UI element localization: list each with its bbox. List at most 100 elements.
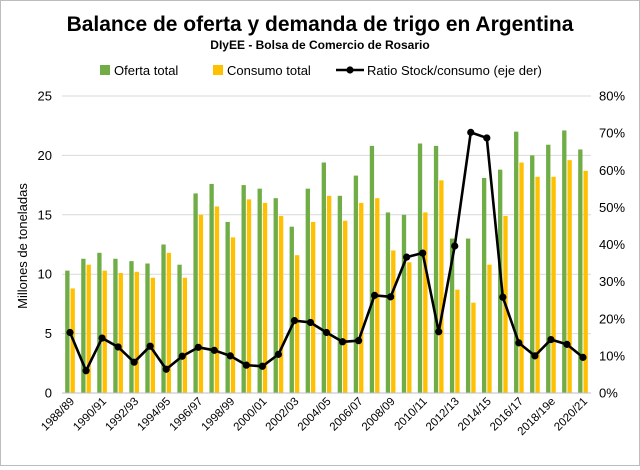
ratio-point [98, 334, 106, 342]
x-tick-label: 2014/15 [456, 396, 494, 434]
bar-consumo [439, 180, 444, 393]
x-tick-label: 1994/95 [135, 396, 173, 434]
y-tick-labels: 0 5 10 15 20 25 [38, 89, 52, 401]
bar-oferta [81, 258, 86, 393]
bar-oferta [321, 162, 326, 393]
legend-swatch-consumo [213, 65, 223, 75]
chart-subtitle: DIyEE - Bolsa de Comercio de Rosario [210, 38, 429, 52]
y2-tick-label: 0% [599, 386, 618, 401]
legend: Oferta total Consumo total Ratio Stock/c… [100, 63, 542, 78]
bar-oferta [145, 263, 150, 393]
bar-consumo [567, 160, 572, 393]
bar-consumo [343, 220, 348, 393]
bar-consumo [455, 289, 460, 393]
ratio-point [419, 249, 427, 257]
x-tick-label: 1998/99 [200, 396, 238, 434]
ratio-line [66, 128, 587, 375]
y-tick-label: 25 [38, 89, 52, 104]
x-tick-label: 2020/21 [552, 396, 590, 434]
bar-oferta [273, 198, 278, 393]
y2-tick-label: 70% [599, 126, 625, 141]
y2-tick-label: 30% [599, 274, 625, 289]
gridlines [62, 95, 591, 335]
bar-consumo [535, 176, 540, 393]
bar-oferta [465, 238, 471, 393]
ratio-point [290, 317, 299, 325]
bar-consumo [327, 195, 332, 393]
bar-oferta [305, 188, 310, 393]
ratio-point [387, 293, 395, 301]
x-tick-label: 1996/97 [167, 396, 205, 434]
ratio-point [563, 340, 571, 348]
ratio-point [515, 339, 523, 347]
y2-tick-label: 10% [599, 348, 625, 363]
bar-oferta [417, 143, 423, 393]
ratio-point [499, 293, 507, 301]
ratio-point [322, 328, 331, 337]
bar-oferta [241, 185, 246, 393]
bar-oferta [129, 261, 134, 393]
legend-swatch-oferta [100, 65, 110, 75]
bar-consumo [471, 302, 476, 393]
x-tick-label: 2002/03 [264, 396, 302, 434]
x-tick-label: 2006/07 [328, 396, 366, 434]
x-tick-label: 2000/01 [232, 396, 270, 434]
bar-consumo [198, 214, 204, 393]
ratio-point [82, 367, 90, 375]
x-tick-label: 2012/13 [424, 396, 462, 434]
bar-consumo [118, 273, 123, 393]
bar-oferta [546, 144, 551, 393]
bar-oferta [225, 221, 230, 393]
bar-oferta [514, 131, 519, 393]
bar-consumo [246, 199, 252, 393]
bar-oferta [562, 130, 567, 393]
y-tick-label: 15 [38, 207, 52, 222]
bar-oferta [481, 177, 487, 393]
ratio-point [226, 352, 234, 360]
bar-oferta [289, 226, 294, 393]
ratio-point [114, 343, 122, 351]
ratio-point [370, 291, 379, 299]
ratio-point [306, 318, 315, 327]
bar-consumo [166, 252, 172, 393]
bar-consumo [583, 170, 588, 393]
bar-consumo [310, 221, 316, 393]
x-tick-label: 1988/89 [39, 396, 77, 434]
legend-label-ratio: Ratio Stock/consumo (eje der) [367, 63, 542, 78]
bar-consumo [230, 237, 236, 393]
x-tick-label: 2004/05 [296, 396, 334, 434]
bar-oferta [433, 145, 439, 393]
x-tick-label: 1992/93 [103, 396, 141, 434]
bar-consumo [359, 202, 364, 393]
bar-oferta [385, 212, 391, 393]
bar-consumo [182, 277, 188, 393]
legend-label-consumo: Consumo total [227, 63, 311, 78]
ratio-point [162, 365, 170, 373]
y2-tick-label: 80% [599, 89, 625, 104]
legend-marker-ratio [346, 66, 354, 74]
bar-consumo [134, 271, 139, 393]
ratio-point [451, 242, 459, 250]
ratio-point [146, 342, 154, 350]
y2-tick-label: 40% [599, 237, 625, 252]
y-axis-label: Millones de toneladas [15, 183, 30, 309]
y2-tick-label: 20% [599, 311, 625, 326]
ratio-point [178, 352, 186, 360]
ratio-point [66, 328, 74, 337]
bar-oferta [530, 155, 535, 393]
bar-oferta [113, 258, 118, 393]
bar-consumo [487, 264, 492, 393]
bar-oferta [97, 252, 102, 393]
y-tick-label: 20 [38, 148, 52, 163]
bar-oferta [369, 145, 375, 393]
y2-tick-label: 60% [599, 163, 625, 178]
bar-consumo [86, 264, 91, 393]
legend-label-oferta: Oferta total [114, 63, 178, 78]
ratio-point [354, 337, 363, 345]
bar-oferta [353, 175, 359, 393]
bar-oferta [209, 183, 214, 393]
ratio-point [274, 350, 283, 358]
chart-title: Balance de oferta y demanda de trigo en … [67, 13, 574, 36]
ratio-point [579, 353, 587, 361]
ratio-point [403, 253, 411, 261]
